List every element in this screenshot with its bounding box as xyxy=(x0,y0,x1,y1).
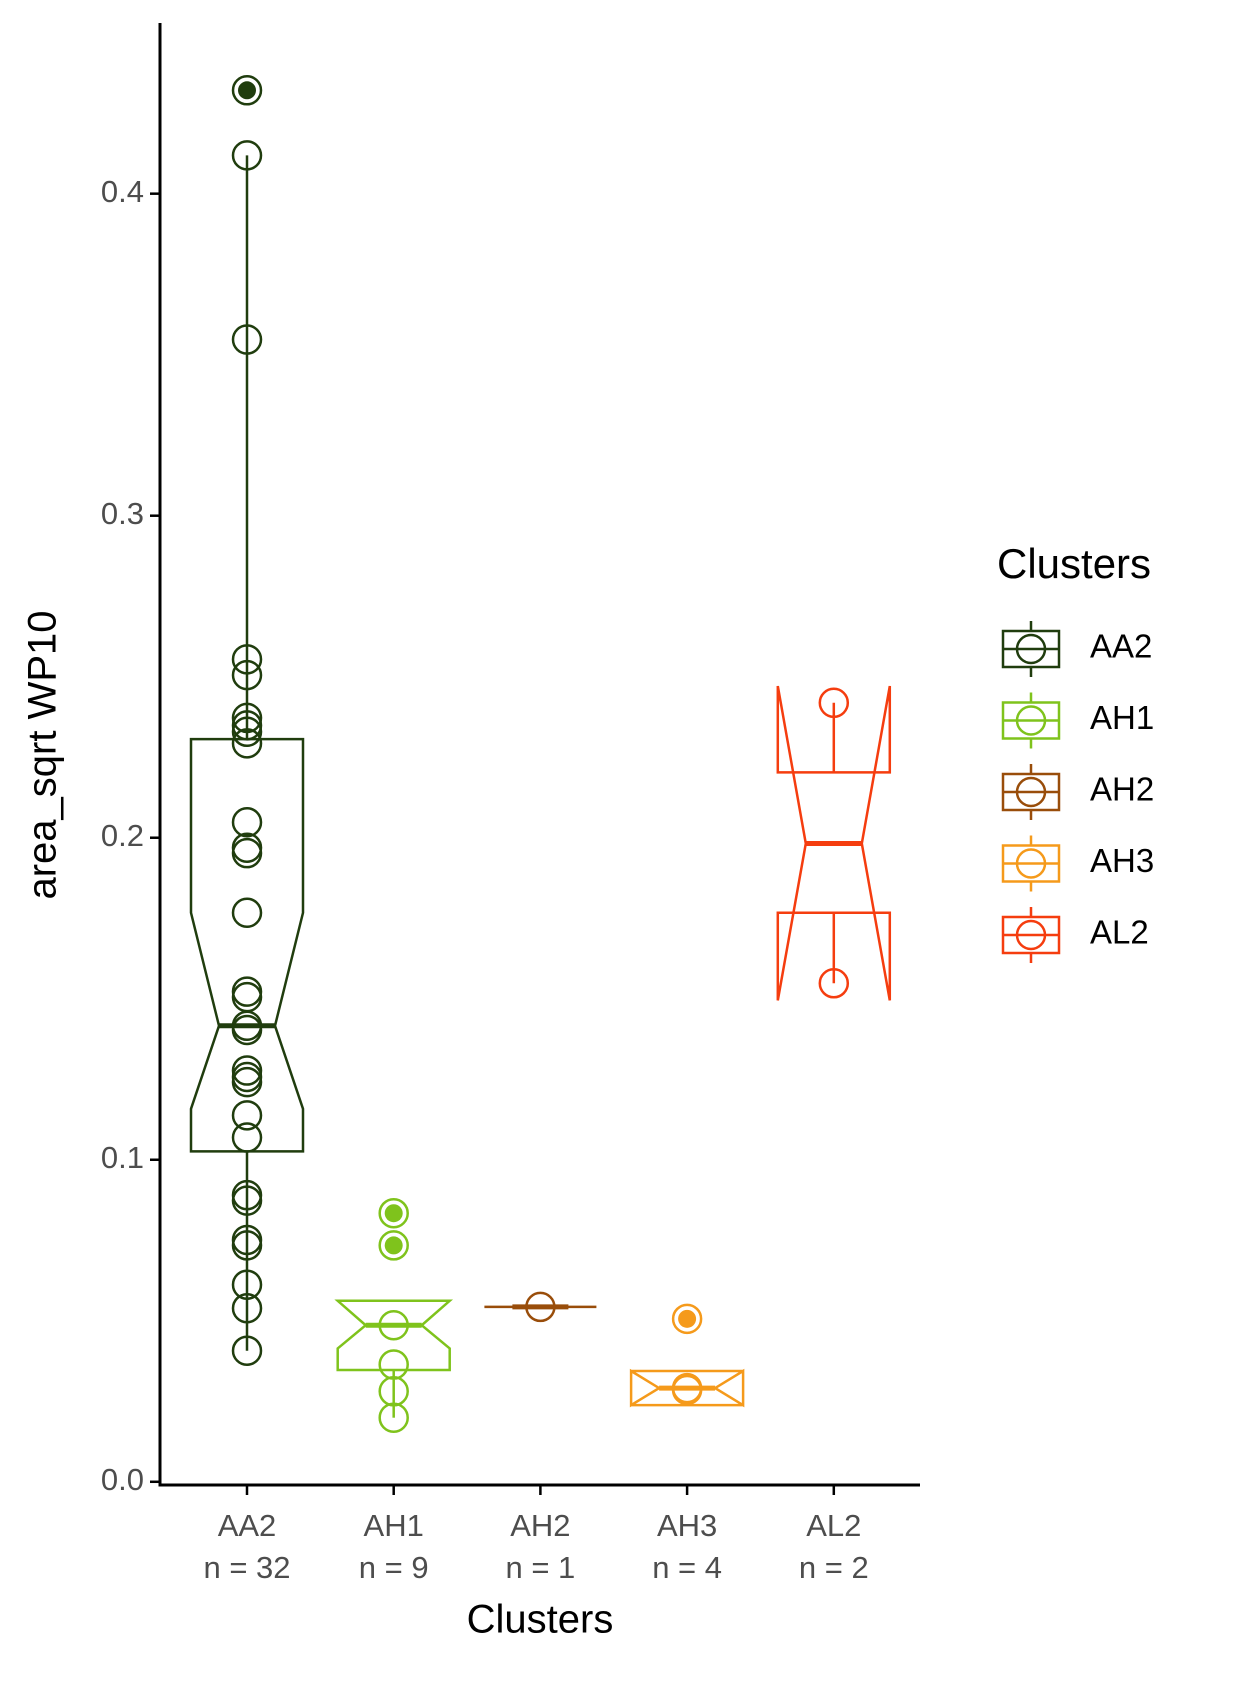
x-tick-label: AA2 xyxy=(218,1508,277,1543)
x-axis-title: Clusters xyxy=(467,1598,614,1642)
legend-glyph-point xyxy=(1015,848,1047,879)
count-label: n = 9 xyxy=(359,1550,429,1585)
legend-label: AH3 xyxy=(1090,842,1154,879)
point xyxy=(378,1230,409,1261)
point xyxy=(231,1122,263,1153)
legend-glyph-point xyxy=(1015,705,1047,736)
x-tick-label: AH3 xyxy=(657,1508,717,1543)
point xyxy=(525,1291,556,1323)
point xyxy=(231,807,263,838)
point xyxy=(231,728,263,759)
point xyxy=(231,140,263,171)
point xyxy=(231,1055,263,1086)
point xyxy=(231,1185,263,1216)
box xyxy=(776,685,892,1001)
count-label: n = 4 xyxy=(652,1550,722,1585)
point xyxy=(378,1310,409,1341)
outlier xyxy=(384,1204,403,1223)
outlier xyxy=(384,1236,403,1255)
point xyxy=(231,75,263,106)
box xyxy=(189,737,305,1153)
box xyxy=(334,1299,454,1372)
point xyxy=(231,1066,263,1098)
y-tick-label: 0.1 xyxy=(101,1140,144,1175)
point xyxy=(378,1402,409,1433)
point xyxy=(231,1292,263,1324)
box xyxy=(629,1368,745,1408)
point xyxy=(818,968,850,999)
point xyxy=(671,1303,703,1335)
outlier xyxy=(678,1309,697,1328)
point xyxy=(231,1269,263,1300)
x-tick-label: AH1 xyxy=(364,1508,424,1543)
point xyxy=(231,1335,263,1366)
legend-glyph-point xyxy=(1015,776,1047,808)
outlier xyxy=(238,81,256,100)
point xyxy=(231,897,263,929)
point xyxy=(231,710,263,741)
x-tick-label: AL2 xyxy=(806,1508,861,1543)
point xyxy=(818,687,850,719)
point xyxy=(231,837,263,869)
y-tick-label: 0.2 xyxy=(101,818,144,853)
count-label: n = 1 xyxy=(505,1550,575,1585)
legend-label: AH2 xyxy=(1090,771,1154,808)
legend-glyph-point xyxy=(1015,919,1047,951)
point xyxy=(231,324,263,355)
y-tick-label: 0.4 xyxy=(101,174,144,209)
y-axis-title: area_sqrt WP10 xyxy=(21,610,65,899)
point xyxy=(231,644,263,675)
legend-label: AL2 xyxy=(1090,914,1149,951)
point xyxy=(231,1230,263,1261)
legend-glyph-point xyxy=(1015,633,1047,665)
point xyxy=(378,1197,409,1229)
point xyxy=(231,716,263,748)
point xyxy=(231,702,263,734)
legend-title: Clusters xyxy=(997,540,1151,587)
point xyxy=(671,1374,703,1406)
point xyxy=(231,1014,263,1046)
x-tick-label: AH2 xyxy=(510,1508,570,1543)
y-tick-label: 0.0 xyxy=(101,1462,144,1497)
legend-label: AA2 xyxy=(1090,628,1152,665)
point xyxy=(231,659,263,691)
count-label: n = 32 xyxy=(203,1550,290,1585)
point xyxy=(378,1349,409,1380)
y-tick-label: 0.3 xyxy=(101,496,144,531)
point xyxy=(231,1100,263,1131)
point xyxy=(378,1376,409,1407)
legend-label: AH1 xyxy=(1090,699,1154,736)
count-label: n = 2 xyxy=(799,1550,869,1585)
